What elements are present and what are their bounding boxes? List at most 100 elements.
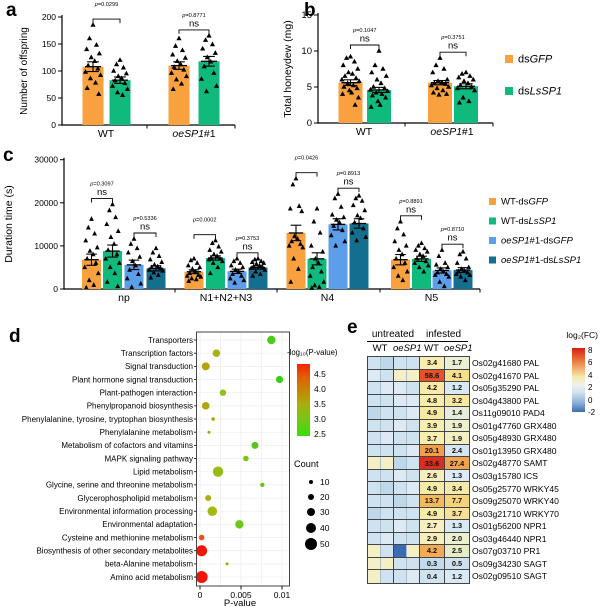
heatmap-row: 0.4 1.2 xyxy=(368,570,469,583)
data-point xyxy=(435,269,441,275)
scatter-points xyxy=(206,237,225,276)
heatmap-cell xyxy=(381,557,394,570)
bar-oeSP1#1-dsLsSP1 xyxy=(349,223,369,289)
data-point xyxy=(230,271,236,277)
color-legend-bar xyxy=(297,364,310,436)
heatmap-cell xyxy=(368,557,381,570)
data-point xyxy=(155,263,160,269)
heatmap-row: 4.2 1.2 xyxy=(368,382,469,395)
data-point xyxy=(193,276,199,282)
text-part: 50 xyxy=(47,93,57,103)
scatter-points xyxy=(184,255,204,283)
text-part: Total honeydew (mg) xyxy=(282,20,294,117)
heatmap-cell xyxy=(394,469,407,482)
heatmap-header-untreated: untreated xyxy=(367,329,419,342)
data-point xyxy=(117,57,123,62)
bubble-5 xyxy=(201,402,210,410)
comparison-bracket xyxy=(178,29,210,34)
data-point xyxy=(262,267,268,272)
bar-WT-dsGFP xyxy=(286,232,306,289)
data-point xyxy=(370,84,377,89)
legend-swatch xyxy=(489,217,496,225)
heatmap-cell xyxy=(368,419,381,432)
x-group-label: np xyxy=(118,292,130,304)
data-point xyxy=(90,22,96,27)
data-point xyxy=(211,251,217,257)
text-part: N4 xyxy=(321,292,335,304)
data-point xyxy=(431,80,438,86)
data-point xyxy=(115,228,121,233)
heatmap-row: 4.9 3.7 xyxy=(368,507,469,521)
size-legend-label: 10 xyxy=(320,477,330,487)
data-point xyxy=(422,245,428,251)
scatter-points xyxy=(307,205,327,290)
heatmap-cell xyxy=(368,444,381,457)
heatmap-cell xyxy=(407,382,420,394)
data-point xyxy=(461,78,467,83)
heatmap-col-label: oeSP1 xyxy=(393,343,422,354)
heatmap-col-label: WT xyxy=(424,343,439,354)
data-point xyxy=(374,76,380,82)
data-point xyxy=(111,241,117,246)
text-part: WT xyxy=(356,126,373,138)
heatmap-value-cell: 1.7 xyxy=(445,357,469,369)
gene-label: Os01g13950 GRX480 xyxy=(472,445,557,456)
data-point xyxy=(436,253,442,258)
text-part: LsSP1 xyxy=(553,255,581,266)
scatter-points xyxy=(328,191,348,248)
heatmap-legend-tick: 4 xyxy=(588,370,593,380)
bar-oeSP1#1-dsLsSP1 xyxy=(248,267,268,289)
bar-oeSP1#1-dsGFP xyxy=(328,224,348,289)
data-point xyxy=(457,251,463,257)
data-point xyxy=(467,73,473,78)
data-point xyxy=(87,248,93,253)
heatmap-cell xyxy=(407,482,420,495)
legend-swatch xyxy=(505,87,513,95)
data-point xyxy=(208,58,214,64)
y-tick-label: 30000 xyxy=(34,155,58,165)
data-point xyxy=(190,266,195,271)
data-point xyxy=(206,32,212,38)
comparison-bracket xyxy=(441,243,464,249)
panel-label-c: c xyxy=(3,145,14,166)
data-point xyxy=(459,71,465,76)
heatmap-cell xyxy=(368,545,381,557)
heatmap-cell xyxy=(407,520,420,532)
data-point xyxy=(95,65,101,71)
data-point xyxy=(459,266,464,271)
data-point xyxy=(300,244,306,250)
text-part: oeSP1 xyxy=(172,128,204,140)
heatmap-cell xyxy=(407,507,420,520)
scatter-points xyxy=(168,35,190,92)
data-point xyxy=(215,264,221,270)
data-point xyxy=(240,264,246,270)
data-point xyxy=(320,248,326,254)
bubble-17 xyxy=(225,562,229,566)
heatmap-value-cell: 0.5 xyxy=(445,557,469,570)
x-group-label: WT xyxy=(98,128,115,140)
data-point xyxy=(353,195,359,201)
data-point xyxy=(334,217,339,222)
heatmap-cell xyxy=(407,444,420,457)
data-point xyxy=(396,247,402,252)
data-point xyxy=(379,91,385,96)
data-point xyxy=(209,240,215,246)
y-tick-label: 150 xyxy=(42,39,56,49)
text-part: p xyxy=(398,199,402,205)
data-point xyxy=(208,254,214,260)
heatmap-header-infested: infested xyxy=(419,329,468,342)
data-point xyxy=(346,87,353,93)
data-point xyxy=(93,42,100,47)
y-tick-label: 10000 xyxy=(34,241,58,251)
data-point xyxy=(454,85,461,91)
data-point xyxy=(331,223,337,228)
data-point xyxy=(216,243,222,249)
heatmap-row: 13.7 7.7 xyxy=(368,495,469,508)
heatmap-value-cell: 7.7 xyxy=(445,495,469,507)
category-label: MAPK signaling pathway xyxy=(105,454,194,463)
panel-label-a: a xyxy=(6,0,17,21)
data-point xyxy=(468,84,475,89)
data-point xyxy=(133,262,138,268)
y-tick-label: 20000 xyxy=(34,198,58,208)
comparison-bracket xyxy=(400,215,422,220)
